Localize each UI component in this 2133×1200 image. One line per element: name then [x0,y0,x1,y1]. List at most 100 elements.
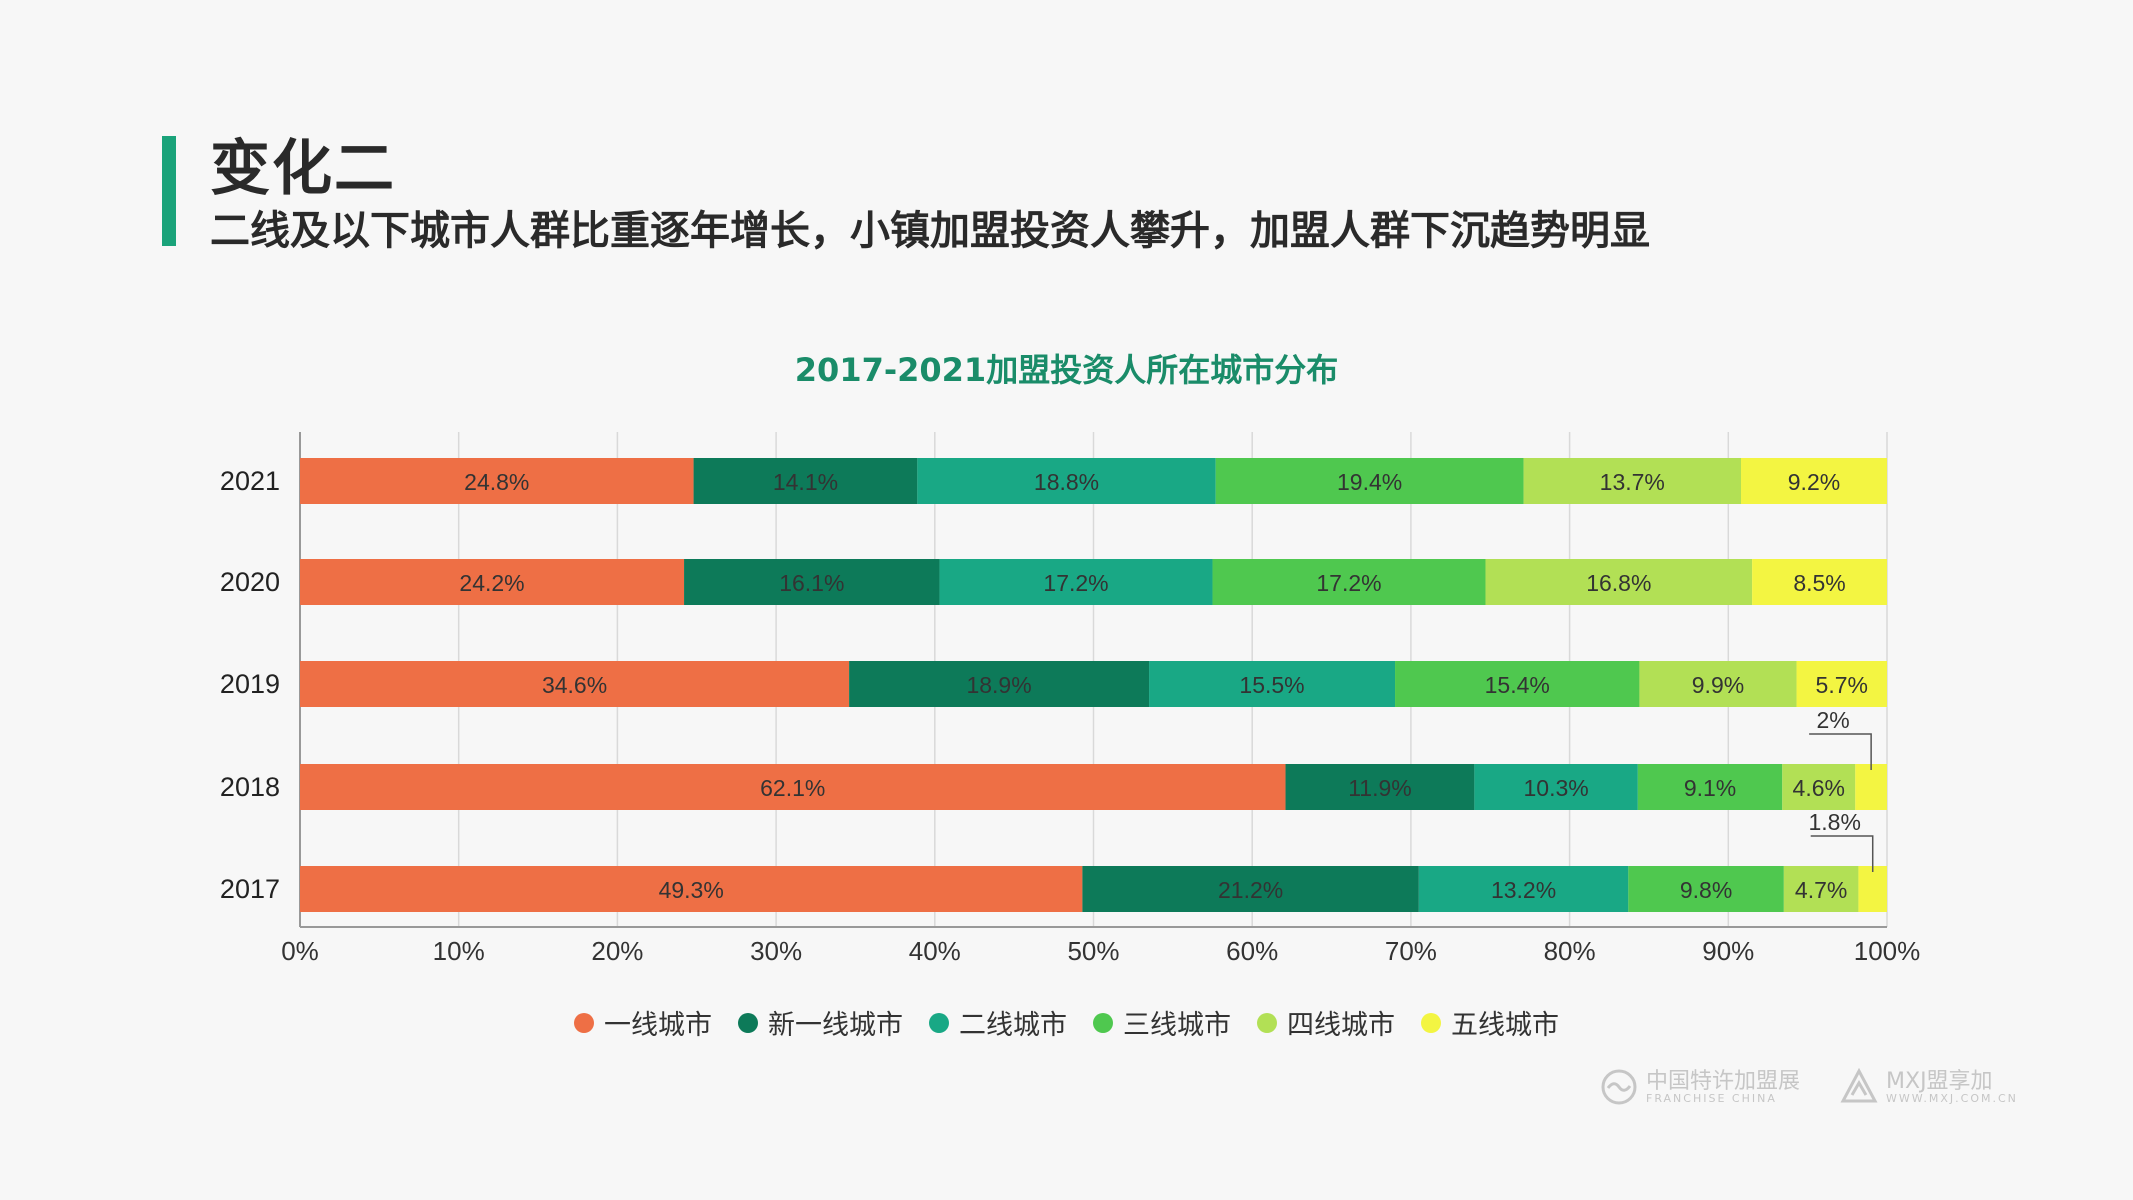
x-tick-label: 40% [909,936,961,966]
data-label: 9.1% [1684,775,1736,801]
data-label: 9.2% [1788,469,1840,495]
legend-label: 二线城市 [959,1010,1067,1041]
data-label: 24.2% [459,570,524,596]
data-label: 15.4% [1485,672,1550,698]
mxj-logo: MXJ盟享加 WWW.MXJ.COM.CN [1840,1068,2018,1106]
data-label: 24.8% [464,469,529,495]
y-tick-label: 2020 [220,567,280,597]
bar-segment [1485,559,1753,605]
data-label: 4.6% [1793,775,1845,801]
data-label: 9.9% [1692,672,1744,698]
legend-label: 新一线城市 [768,1010,903,1041]
data-label: 8.5% [1793,570,1845,596]
bar-segment [1082,866,1419,912]
y-tick-label: 2018 [220,772,280,802]
legend-dot [1257,1012,1277,1033]
legend-item: 五线城市 [1421,1003,1559,1042]
y-tick-label: 2021 [220,466,280,496]
chart-legend: 一线城市 新一线城市 二线城市 三线城市 四线城市 五线城市 [0,1003,2133,1042]
legend-dot [929,1012,949,1033]
accent-bar [162,136,176,246]
bar-segment [1637,764,1783,810]
data-label: 34.6% [542,672,607,698]
bar-segment [1285,764,1475,810]
data-label: 4.7% [1795,877,1847,903]
data-label: 9.8% [1680,877,1732,903]
x-tick-label: 10% [433,936,485,966]
bar-segment [1149,661,1396,707]
bar-segment [1523,458,1741,504]
data-label: 62.1% [760,775,825,801]
bar-segment [1783,866,1859,912]
legend-label: 五线城市 [1451,1010,1559,1041]
legend-item: 一线城市 [574,1003,712,1042]
footer-logos: 中国特许加盟展 FRANCHISE CHINA MXJ盟享加 WWW.MXJ.C… [1600,1068,2018,1106]
bar-segment [300,458,694,504]
data-label: 15.5% [1239,672,1304,698]
legend-label: 一线城市 [604,1010,712,1041]
legend-dot [1093,1012,1113,1033]
data-label: 49.3% [659,877,724,903]
logo2-sub: WWW.MXJ.COM.CN [1886,1091,2018,1105]
data-label: 17.2% [1043,570,1108,596]
x-tick-label: 90% [1702,936,1754,966]
data-label: 1.8% [1808,809,1860,835]
franchise-china-icon [1601,1069,1637,1105]
data-label: 13.7% [1600,469,1665,495]
bar-segment [1418,866,1629,912]
data-label: 10.3% [1524,775,1589,801]
data-label: 5.7% [1816,672,1868,698]
legend-label: 三线城市 [1123,1010,1231,1041]
chart-title: 2017-2021加盟投资人所在城市分布 [794,351,1339,389]
legend-item: 四线城市 [1257,1003,1395,1042]
x-tick-label: 60% [1226,936,1278,966]
x-tick-label: 100% [1854,936,1921,966]
data-label: 19.4% [1337,469,1402,495]
data-label: 16.8% [1586,570,1651,596]
legend-label: 四线城市 [1287,1010,1395,1041]
bar-segment [300,866,1083,912]
bar-segment [300,559,685,605]
bar-segment [1796,661,1887,707]
franchise-china-logo: 中国特许加盟展 FRANCHISE CHINA [1600,1068,1800,1106]
bar-segment [1752,559,1887,605]
callout-line [1810,835,1874,872]
data-label: 18.9% [966,672,1031,698]
bar-segment [300,661,850,707]
bar-segment [917,458,1216,504]
y-tick-label: 2017 [220,874,280,904]
bar-segment [1740,458,1887,504]
bar-segment [1858,866,1887,912]
data-label: 18.8% [1034,469,1099,495]
legend-item: 二线城市 [929,1003,1067,1042]
data-label: 13.2% [1491,877,1556,903]
x-tick-label: 50% [1067,936,1119,966]
data-label: 21.2% [1218,877,1283,903]
legend-dot [1421,1012,1441,1033]
bar-segment [1212,559,1486,605]
data-label: 11.9% [1348,775,1412,801]
x-tick-label: 20% [591,936,643,966]
callout-line [1809,733,1872,770]
data-label: 16.1% [779,570,844,596]
data-label: 14.1% [773,469,838,495]
bar-segment [1639,661,1797,707]
legend-dot [574,1012,594,1033]
bar-segment [939,559,1213,605]
bar-segment [693,458,918,504]
data-label: 2% [1817,707,1850,733]
x-tick-label: 80% [1544,936,1596,966]
bar-segment [1215,458,1524,504]
bar-segment [849,661,1150,707]
x-tick-label: 70% [1385,936,1437,966]
logo2-main: MXJ盟享加 [1886,1068,1993,1094]
logo1-sub: FRANCHISE CHINA [1646,1091,1777,1105]
bar-segment [1474,764,1638,810]
bar-segment [1782,764,1856,810]
bar-segment [300,764,1286,810]
legend-dot [738,1012,758,1033]
legend-item: 三线城市 [1093,1003,1231,1042]
data-label: 17.2% [1316,570,1381,596]
bar-segment [1628,866,1784,912]
bar-segment [1855,764,1887,810]
